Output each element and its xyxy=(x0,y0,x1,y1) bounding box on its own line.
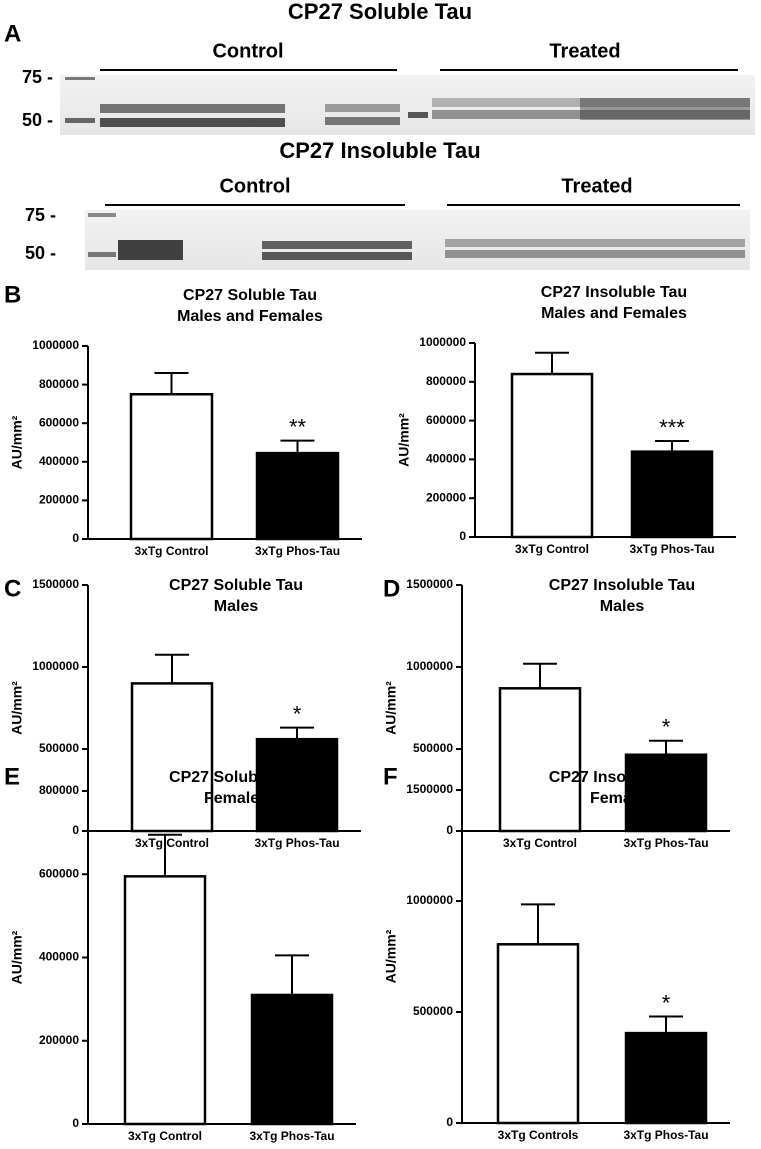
y-tick-label: 600000 xyxy=(39,866,79,880)
y-tick-label: 400000 xyxy=(39,950,79,964)
y-axis-label: AU/mm² xyxy=(9,681,25,735)
marker-label: 50 - xyxy=(22,110,53,130)
y-tick-label: 1500000 xyxy=(406,577,453,591)
y-tick-label: 400000 xyxy=(426,452,466,466)
y-tick-label: 600000 xyxy=(426,413,466,427)
y-tick-label: 0 xyxy=(446,823,453,837)
y-tick-label: 500000 xyxy=(39,741,79,755)
bar xyxy=(510,372,594,539)
panel-label: D xyxy=(383,575,400,602)
panel-label: E xyxy=(4,763,20,790)
y-tick-label: 0 xyxy=(72,1116,79,1130)
y-tick-label: 500000 xyxy=(413,741,453,755)
x-tick-label: 3xTg Controls xyxy=(498,1128,579,1142)
marker-label: 75 - xyxy=(25,205,56,225)
y-tick-label: 800000 xyxy=(426,374,466,388)
x-tick-label: 3xTg Control xyxy=(135,836,209,850)
panel-label: A xyxy=(4,20,21,47)
y-tick-label: 800000 xyxy=(39,377,79,391)
y-tick-label: 500000 xyxy=(413,1004,453,1018)
chart-title: CP27 Insoluble Tau xyxy=(541,284,687,301)
y-tick-label: 200000 xyxy=(39,493,79,507)
blot-title: CP27 Insoluble Tau xyxy=(279,138,480,163)
significance-label: ** xyxy=(289,414,307,439)
y-tick-label: 1000000 xyxy=(406,659,453,673)
y-tick-label: 0 xyxy=(72,823,79,837)
chart-subtitle: Females xyxy=(204,790,268,807)
bar xyxy=(498,687,582,833)
chart-title: CP27 Insoluble Tau xyxy=(549,769,695,786)
chart-subtitle: Males xyxy=(600,598,645,615)
group-label: Treated xyxy=(561,175,632,197)
significance-label: * xyxy=(662,715,671,740)
x-tick-label: 3xTg Control xyxy=(135,544,209,558)
y-tick-label: 400000 xyxy=(39,454,79,468)
bar xyxy=(624,753,708,833)
blot-image xyxy=(85,210,750,270)
significance-label: *** xyxy=(659,415,685,440)
y-axis-label: AU/mm² xyxy=(383,929,399,983)
significance-label: * xyxy=(662,990,671,1015)
x-tick-label: 3xTg Phos-Tau xyxy=(249,1129,334,1143)
blot-image xyxy=(60,75,755,135)
y-axis-label: AU/mm² xyxy=(9,930,25,984)
y-tick-label: 0 xyxy=(446,1115,453,1129)
bar xyxy=(496,943,580,1125)
x-tick-label: 3xTg Phos-Tau xyxy=(254,836,339,850)
bar xyxy=(255,737,339,833)
chart-subtitle: Females xyxy=(590,790,654,807)
panel-label: B xyxy=(4,281,21,308)
y-axis-label: AU/mm² xyxy=(9,415,25,469)
group-label: Treated xyxy=(549,40,620,62)
x-tick-label: 3xTg Phos-Tau xyxy=(255,544,340,558)
panel-label: C xyxy=(4,575,21,602)
group-label: Control xyxy=(212,40,283,62)
x-tick-label: 3xTg Control xyxy=(503,836,577,850)
x-tick-label: 3xTg Phos-Tau xyxy=(623,1128,708,1142)
chart-title: CP27 Soluble Tau xyxy=(169,577,303,594)
y-tick-label: 1000000 xyxy=(32,338,79,352)
y-tick-label: 1000000 xyxy=(32,659,79,673)
chart-title: CP27 Insoluble Tau xyxy=(549,577,695,594)
y-tick-label: 200000 xyxy=(39,1033,79,1047)
bar xyxy=(130,682,214,833)
y-tick-label: 600000 xyxy=(39,415,79,429)
bar xyxy=(624,1031,708,1125)
y-tick-label: 1000000 xyxy=(406,893,453,907)
y-tick-label: 1500000 xyxy=(406,782,453,796)
bar xyxy=(630,450,714,539)
chart-title: CP27 Soluble Tau xyxy=(169,769,303,786)
group-label: Control xyxy=(219,175,290,197)
y-axis-label: AU/mm² xyxy=(383,681,399,735)
marker-label: 75 - xyxy=(22,67,53,87)
y-tick-label: 1500000 xyxy=(32,577,79,591)
bar xyxy=(250,993,334,1126)
y-tick-label: 800000 xyxy=(39,783,79,797)
chart-subtitle: Males xyxy=(214,598,259,615)
panel-label: F xyxy=(383,763,398,790)
significance-label: * xyxy=(293,701,302,726)
y-axis-label: AU/mm² xyxy=(396,413,412,467)
bar xyxy=(129,393,214,541)
x-tick-label: 3xTg Control xyxy=(515,542,589,556)
y-tick-label: 200000 xyxy=(426,490,466,504)
x-tick-label: 3xTg Phos-Tau xyxy=(623,836,708,850)
x-tick-label: 3xTg Phos-Tau xyxy=(629,542,714,556)
y-tick-label: 1000000 xyxy=(419,335,466,349)
x-tick-label: 3xTg Control xyxy=(128,1129,202,1143)
blot-title: CP27 Soluble Tau xyxy=(288,0,472,24)
y-tick-label: 0 xyxy=(459,529,466,543)
bar xyxy=(123,875,207,1126)
marker-label: 50 - xyxy=(25,243,56,263)
chart-subtitle: Males and Females xyxy=(177,308,323,325)
y-tick-label: 0 xyxy=(72,531,79,545)
chart-subtitle: Males and Females xyxy=(541,305,687,322)
chart-title: CP27 Soluble Tau xyxy=(183,287,317,304)
bar xyxy=(255,451,340,541)
